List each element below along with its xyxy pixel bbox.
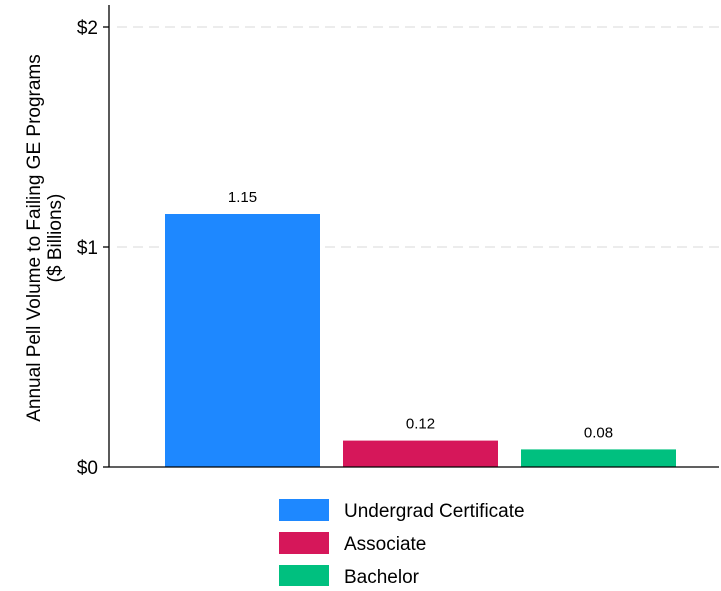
y-axis: $0 $1 $2 [77, 5, 719, 479]
y-tick-label: $2 [77, 18, 98, 39]
data-label-1: 1.15 [228, 189, 257, 206]
legend-label-2: Associate [344, 534, 426, 555]
data-label-3: 0.08 [584, 424, 613, 441]
y-axis-title: Annual Pell Volume to Failing GE Program… [24, 54, 66, 422]
legend: Undergrad Certificate Associate Bachelor [279, 499, 525, 588]
legend-label-3: Bachelor [344, 567, 420, 586]
y-axis-title-line-1: Annual Pell Volume to Failing GE Program… [24, 54, 45, 422]
legend-label-1: Undergrad Certificate [344, 501, 525, 522]
legend-swatch-1 [279, 499, 329, 521]
bar-1 [165, 214, 320, 467]
y-tick-label: $0 [77, 458, 98, 479]
bars [165, 214, 676, 467]
y-tick-label: $1 [77, 238, 98, 259]
legend-swatch-2 [279, 532, 329, 554]
data-label-2: 0.12 [406, 416, 435, 433]
y-axis-title-line-2: ($ Billions) [45, 194, 66, 283]
bar-2 [343, 440, 498, 467]
legend-swatch-3 [279, 565, 329, 587]
bar-3 [521, 449, 676, 467]
data-labels: 1.15 0.12 0.08 [228, 189, 613, 441]
